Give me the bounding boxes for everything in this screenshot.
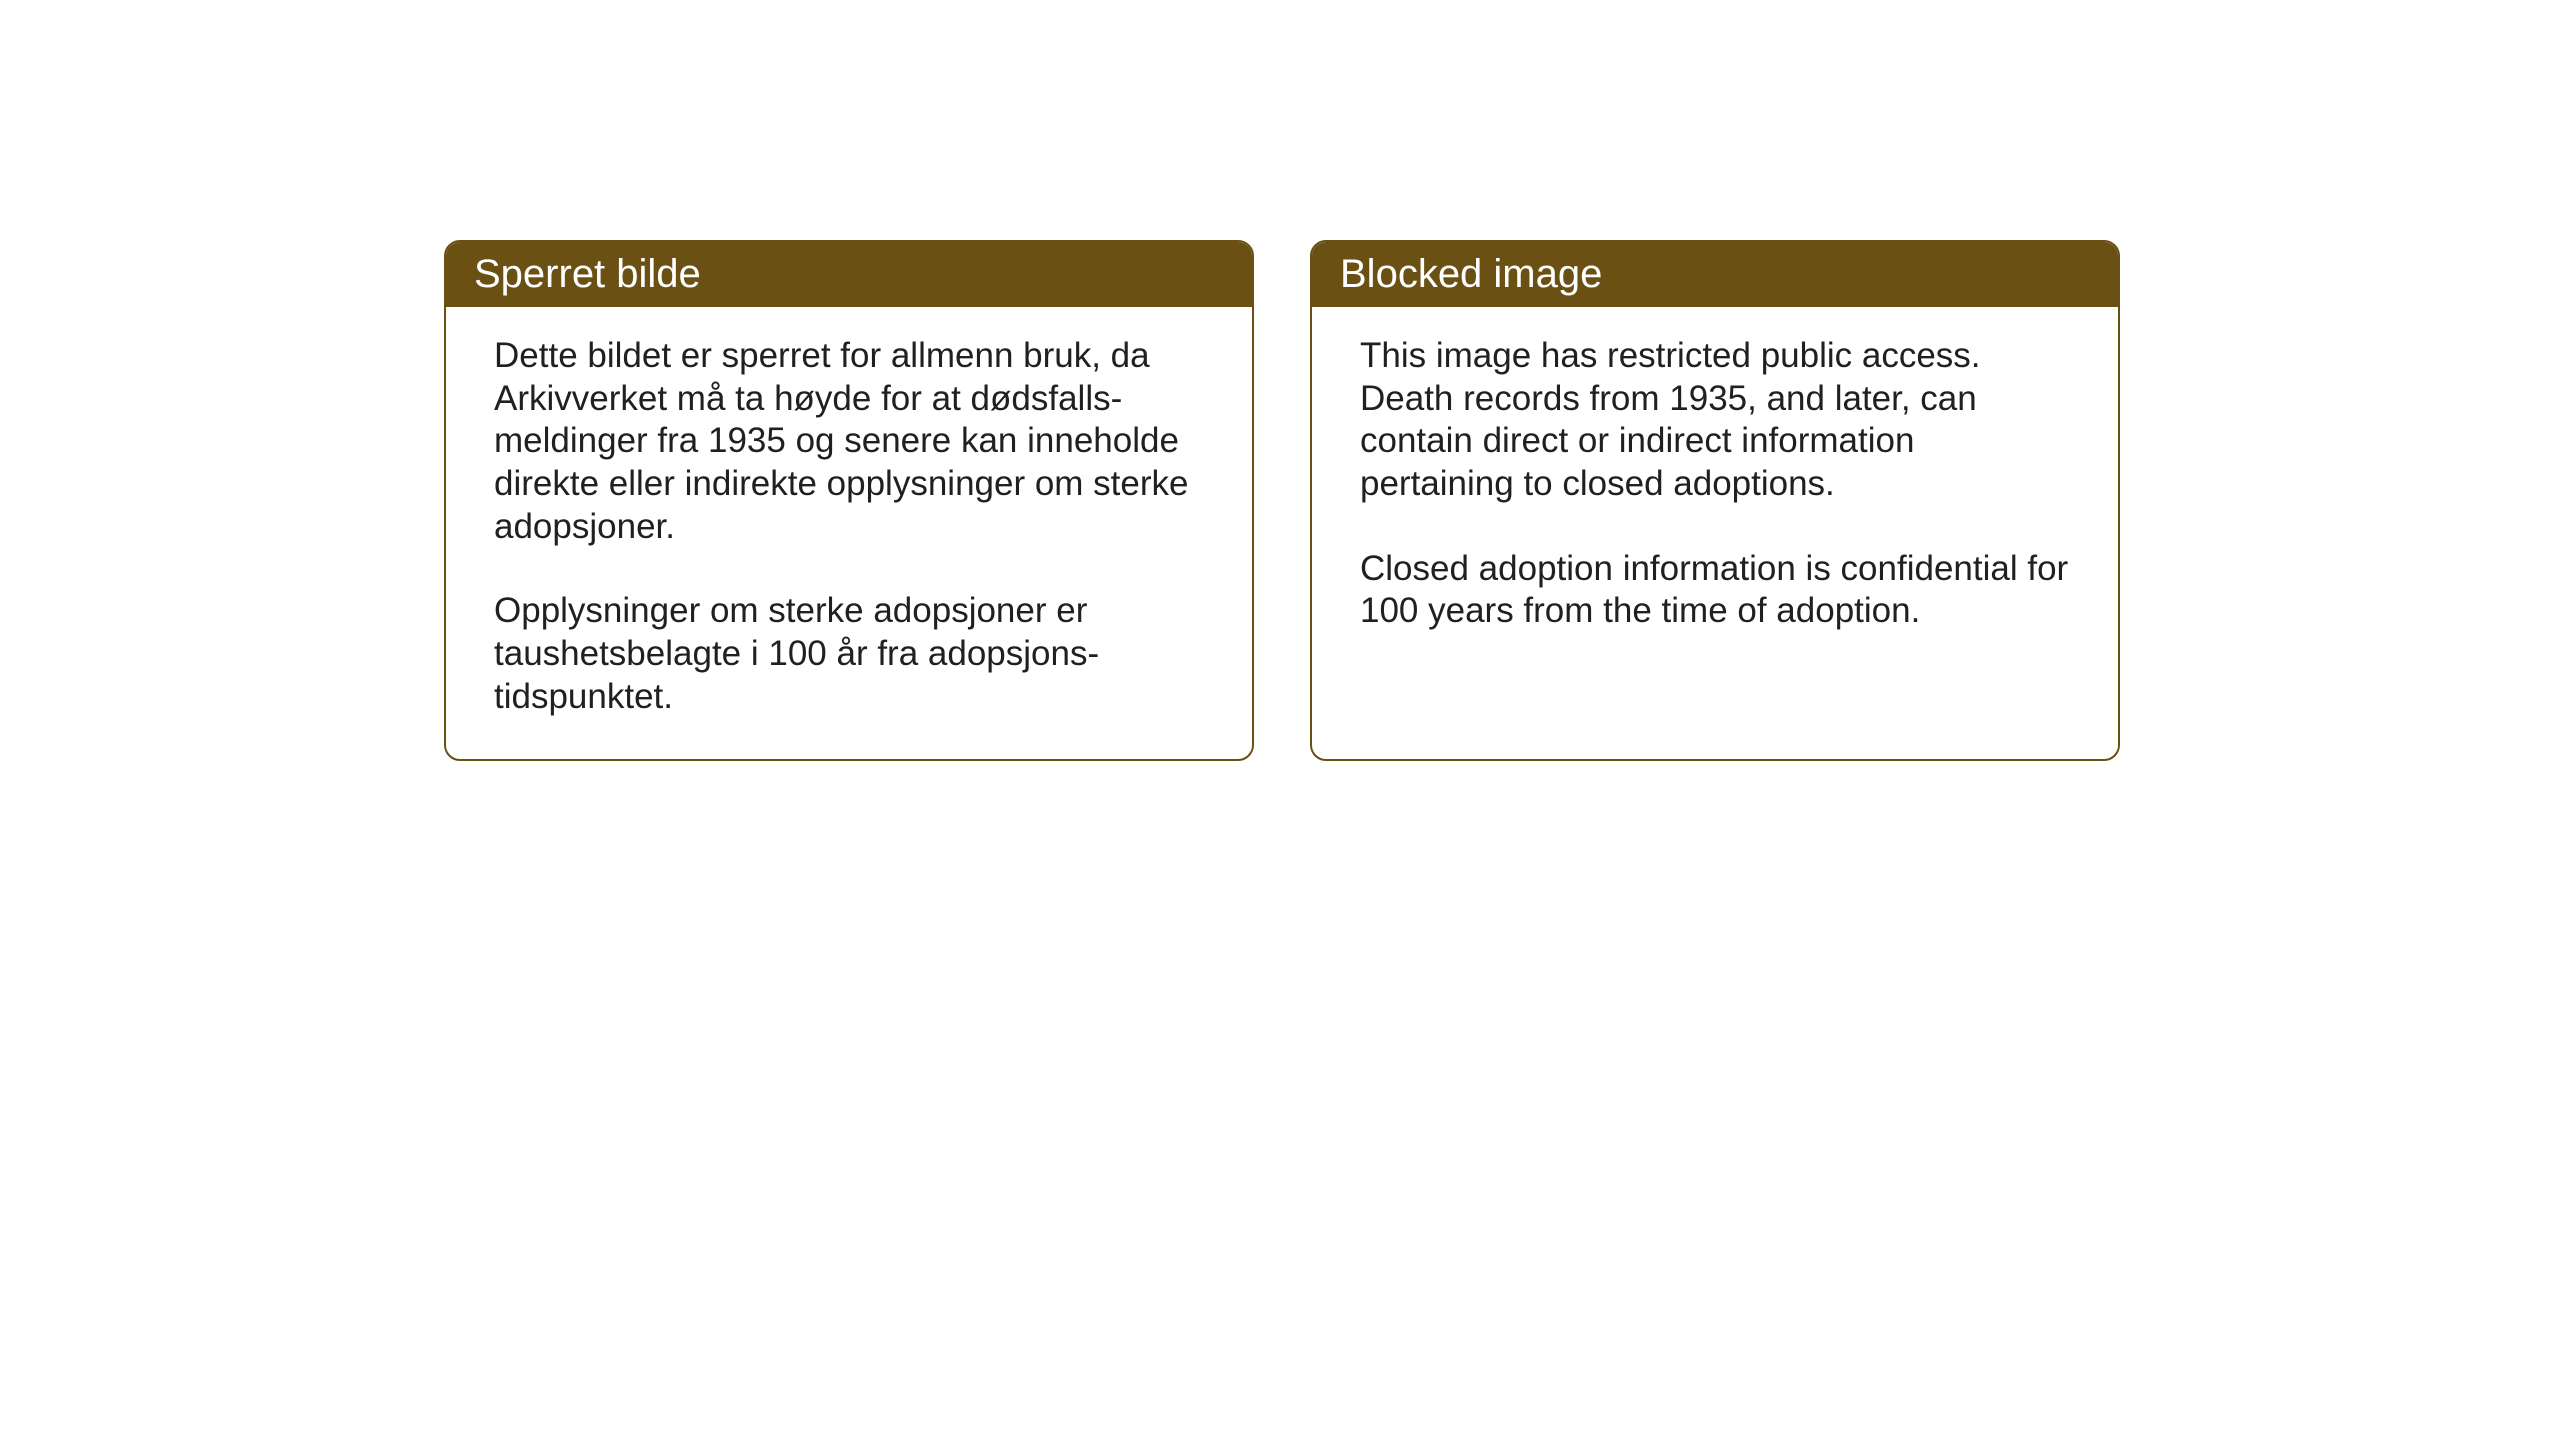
card-header-english: Blocked image bbox=[1312, 242, 2118, 307]
card-paragraph: Opplysninger om sterke adopsjoner er tau… bbox=[494, 590, 1204, 718]
cards-container: Sperret bilde Dette bildet er sperret fo… bbox=[444, 240, 2120, 761]
card-paragraph: Dette bildet er sperret for allmenn bruk… bbox=[494, 335, 1204, 548]
card-paragraph: This image has restricted public access.… bbox=[1360, 335, 2070, 506]
card-paragraph: Closed adoption information is confident… bbox=[1360, 548, 2070, 633]
card-title: Sperret bilde bbox=[474, 252, 701, 296]
card-title: Blocked image bbox=[1340, 252, 1602, 296]
card-body-norwegian: Dette bildet er sperret for allmenn bruk… bbox=[446, 307, 1252, 759]
card-body-english: This image has restricted public access.… bbox=[1312, 307, 2118, 673]
card-header-norwegian: Sperret bilde bbox=[446, 242, 1252, 307]
card-norwegian: Sperret bilde Dette bildet er sperret fo… bbox=[444, 240, 1254, 761]
card-english: Blocked image This image has restricted … bbox=[1310, 240, 2120, 761]
